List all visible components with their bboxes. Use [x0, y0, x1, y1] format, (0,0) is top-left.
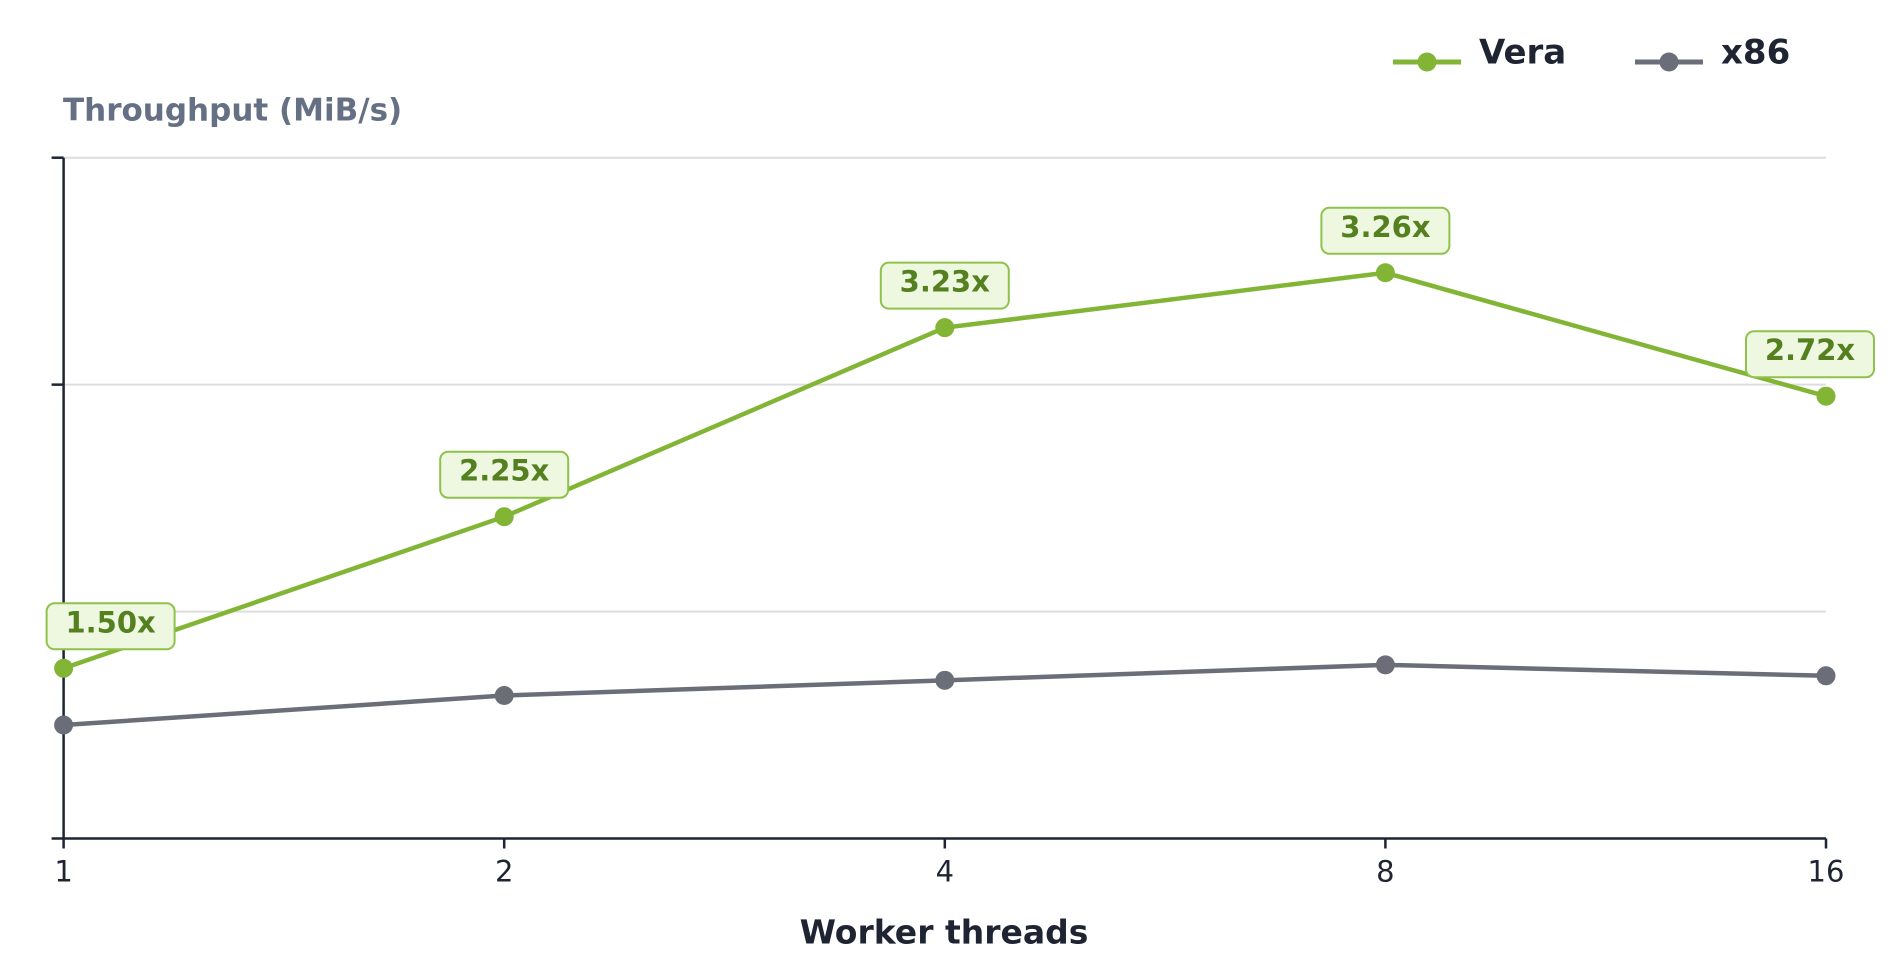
data-point [1816, 666, 1836, 686]
data-point [1375, 655, 1395, 675]
data-point [54, 715, 74, 735]
data-point [935, 670, 955, 690]
annotation: 3.26x [1320, 206, 1451, 255]
annotation-box [439, 450, 570, 499]
annotation: 2.25x [439, 450, 570, 499]
annotation-label: 3.26x [1340, 210, 1431, 244]
annotation: 3.23x [879, 261, 1010, 310]
legend-label: Vera [1479, 33, 1566, 73]
x-axis-label: Worker threads [800, 913, 1089, 952]
x-tick-label: 8 [1376, 855, 1394, 889]
legend-swatch-dot [1417, 52, 1437, 72]
x-tick-label: 16 [1808, 855, 1845, 889]
annotation-box [879, 261, 1010, 310]
x-tick-label: 2 [495, 855, 513, 889]
data-point [1375, 263, 1395, 283]
annotation-label: 3.23x [900, 265, 991, 299]
annotation-label: 2.72x [1765, 333, 1856, 367]
data-point [1816, 386, 1836, 406]
annotation-label: 2.25x [459, 454, 550, 488]
annotation-box [1745, 330, 1875, 379]
x-tick-label: 1 [54, 855, 72, 889]
data-point [494, 507, 514, 527]
annotation: 1.50x [45, 602, 176, 651]
annotation-box [1320, 206, 1451, 255]
data-point [54, 658, 74, 678]
annotation: 2.72x [1745, 330, 1875, 379]
legend-swatch-dot [1659, 52, 1679, 72]
legend-label: x86 [1721, 33, 1790, 73]
x-tick-label: 4 [936, 855, 954, 889]
annotation-label: 1.50x [65, 605, 156, 639]
data-point [494, 686, 514, 706]
data-point [935, 318, 955, 338]
y-axis-label: Throughput (MiB/s) [63, 93, 402, 129]
annotation-box [45, 602, 176, 651]
